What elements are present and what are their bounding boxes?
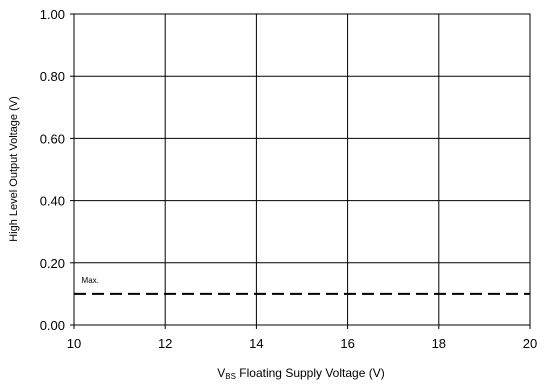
x-tick-label: 14 xyxy=(249,336,263,351)
x-tick-label: 18 xyxy=(432,336,446,351)
y-tick-label: 0.00 xyxy=(40,318,65,333)
x-tick-label: 20 xyxy=(523,336,537,351)
y-tick-label: 0.80 xyxy=(40,69,65,84)
y-tick-label: 1.00 xyxy=(40,7,65,22)
grid xyxy=(73,13,531,326)
y-tick-label: 0.40 xyxy=(40,194,65,209)
annotation-label: Max. xyxy=(82,276,99,285)
x-tick-label: 16 xyxy=(340,336,354,351)
y-tick-label: 0.60 xyxy=(40,131,65,146)
y-tick-label: 0.20 xyxy=(40,256,65,271)
annotations: Max. xyxy=(82,276,99,285)
y-axis-label: High Level Output Voltage (V) xyxy=(8,96,20,242)
x-axis-label: VBS Floating Supply Voltage (V) xyxy=(217,366,384,381)
plot-frame xyxy=(73,13,531,326)
x-axis-label-subscript: BS xyxy=(225,372,236,381)
axis-ticks: 10 12 14 16 18 20 0.00 0.20 0.40 0.60 0.80 1.00 xyxy=(40,7,538,351)
x-tick-label: 12 xyxy=(158,336,172,351)
x-tick-label: 10 xyxy=(67,336,81,351)
x-axis-label-rest: Floating Supply Voltage (V) xyxy=(236,366,385,380)
x-axis-label-main: V xyxy=(217,366,225,380)
